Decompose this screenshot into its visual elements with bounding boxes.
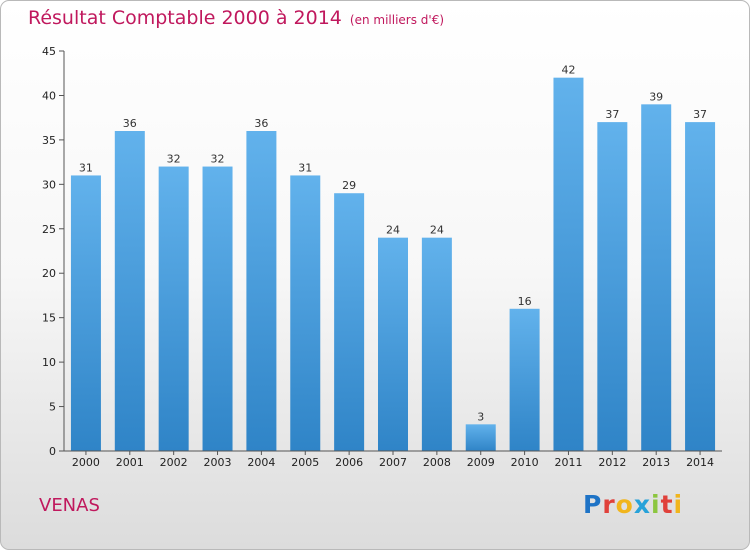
bar-2007 [378, 237, 408, 451]
y-tick-label: 45 [42, 45, 56, 58]
y-tick-label: 10 [42, 356, 56, 369]
bar-2011 [553, 77, 584, 452]
x-tick-label: 2013 [642, 456, 670, 469]
y-tick-label: 5 [49, 401, 56, 414]
commune-name: VENAS [39, 495, 100, 516]
value-label: 32 [211, 153, 225, 166]
bar-2003 [202, 166, 233, 452]
value-label: 37 [693, 108, 707, 121]
logo-letter: r [602, 490, 616, 519]
x-tick-label: 2010 [511, 456, 539, 469]
x-tick-label: 2001 [116, 456, 144, 469]
logo-letter: o [615, 490, 634, 519]
x-tick-label: 2012 [598, 456, 626, 469]
value-label: 31 [298, 161, 312, 174]
x-tick-label: 2007 [379, 456, 407, 469]
x-tick-label: 2006 [335, 456, 363, 469]
x-tick-label: 2002 [160, 456, 188, 469]
value-label: 36 [254, 117, 268, 130]
value-label: 24 [386, 224, 400, 237]
value-label: 24 [430, 224, 444, 237]
value-label: 3 [477, 410, 484, 423]
y-tick-label: 40 [42, 89, 56, 102]
bar-2005 [290, 175, 321, 451]
x-tick-label: 2011 [554, 456, 582, 469]
bar-2006 [334, 193, 365, 451]
y-tick-label: 0 [49, 445, 56, 458]
bar-2010 [509, 308, 540, 451]
value-label: 39 [649, 90, 663, 103]
bar-2013 [641, 104, 672, 451]
value-label: 32 [167, 153, 181, 166]
value-label: 42 [561, 64, 575, 77]
proxiti-logo[interactable]: Proxiti [583, 490, 683, 519]
chart-title-text: Résultat Comptable 2000 à 2014 [28, 7, 342, 29]
chart-title: Résultat Comptable 2000 à 2014 (en millie… [28, 7, 444, 29]
x-tick-label: 2000 [72, 456, 100, 469]
y-tick-label: 30 [42, 178, 56, 191]
bar-2009 [465, 424, 496, 451]
y-tick-label: 35 [42, 134, 56, 147]
bar-2001 [114, 131, 145, 451]
bar-2014 [685, 122, 716, 451]
value-label: 31 [79, 161, 93, 174]
value-label: 16 [518, 295, 532, 308]
x-tick-label: 2008 [423, 456, 451, 469]
y-tick-label: 25 [42, 223, 56, 236]
x-tick-label: 2014 [686, 456, 714, 469]
bar-2012 [597, 122, 628, 451]
x-tick-label: 2009 [467, 456, 495, 469]
bar-2004 [246, 131, 277, 451]
logo-letter: P [583, 490, 603, 519]
x-tick-label: 2003 [204, 456, 232, 469]
value-label: 37 [605, 108, 619, 121]
value-label: 29 [342, 179, 356, 192]
bar-2008 [421, 237, 452, 451]
bar-2000 [70, 175, 101, 451]
y-tick-label: 20 [42, 267, 56, 280]
value-label: 36 [123, 117, 137, 130]
x-tick-label: 2004 [247, 456, 275, 469]
chart-unit: (en milliers d'€) [349, 13, 445, 27]
x-tick-label: 2005 [291, 456, 319, 469]
logo-letter: i [651, 490, 661, 519]
logo-letter: i [673, 490, 684, 519]
logo-letter: t [660, 490, 674, 519]
bar-2002 [158, 166, 189, 452]
y-tick-label: 15 [42, 312, 56, 325]
logo-letter: x [633, 490, 651, 519]
